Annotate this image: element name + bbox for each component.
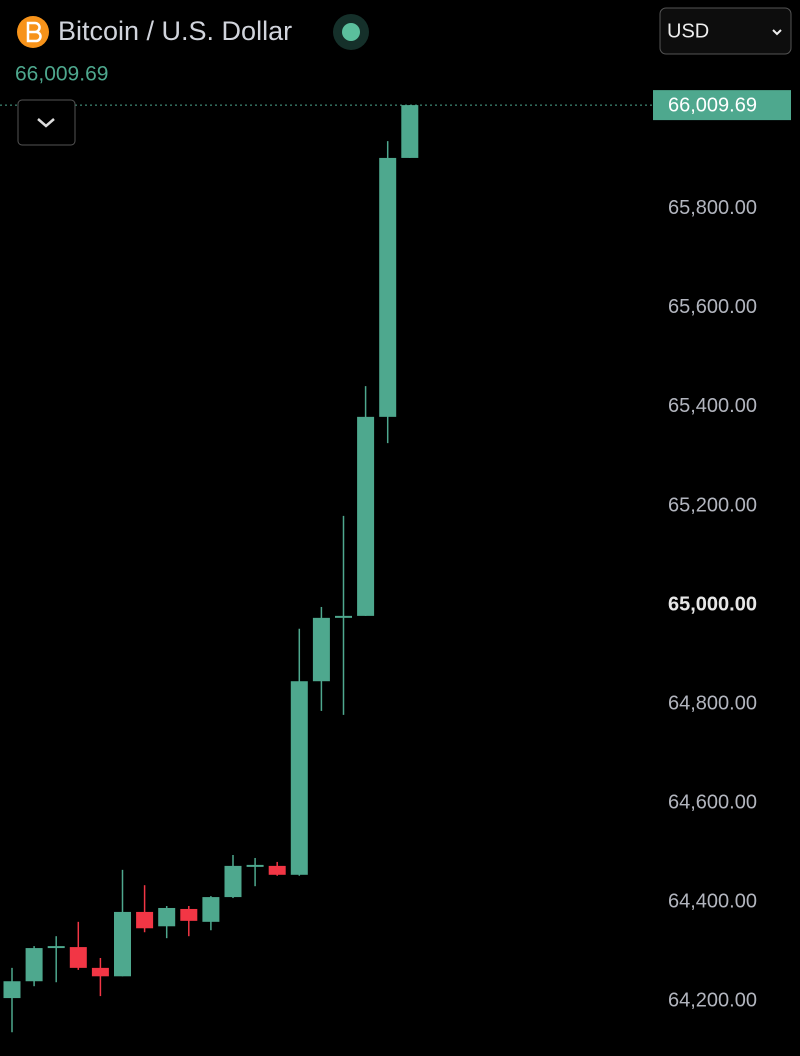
- candle-body: [47, 946, 65, 949]
- currency-label: USD: [667, 20, 709, 42]
- y-tick-label: 65,400.00: [668, 395, 757, 417]
- candle-body: [379, 157, 397, 417]
- candle-body: [69, 947, 87, 968]
- price-tag: [653, 90, 791, 121]
- candle-body: [114, 911, 131, 977]
- currency-dropdown[interactable]: [659, 7, 792, 55]
- price-tag-label: 66,009.69: [668, 94, 757, 116]
- candle-body: [268, 865, 286, 875]
- candle-body: [180, 908, 198, 921]
- candle-body: [3, 981, 21, 999]
- y-tick-label: 64,600.00: [668, 791, 757, 813]
- coin-glyph: [26, 21, 42, 43]
- y-tick-label: 64,400.00: [668, 890, 757, 912]
- header-price: 66,009.69: [15, 63, 108, 86]
- y-tick-label: 64,200.00: [668, 989, 757, 1011]
- y-tick-label: 64,800.00: [668, 692, 757, 714]
- candle-body: [246, 864, 264, 867]
- status-dot: [342, 23, 360, 41]
- plot-area: 64,200.00 64,400.00 64,600.00 64,800.00 65,0…: [0, 90, 791, 1033]
- candle-body: [312, 617, 330, 682]
- candle-body: [224, 865, 242, 898]
- candle-body: [158, 907, 176, 927]
- y-tick-label: 65,200.00: [668, 494, 757, 516]
- y-tick-label: 65,000.00: [668, 593, 757, 615]
- y-tick-label: 65,600.00: [668, 296, 757, 318]
- y-tick-label: 65,800.00: [668, 197, 757, 219]
- candle-body: [335, 615, 352, 618]
- candle-body: [136, 911, 154, 929]
- collapse-chevron: [37, 118, 55, 128]
- candle-body: [401, 105, 419, 158]
- candle-body: [202, 897, 220, 922]
- collapse-button[interactable]: [17, 99, 76, 146]
- candle-body: [290, 681, 308, 875]
- dropdown-chevron: [772, 29, 782, 36]
- candle-body: [91, 967, 109, 977]
- candle-body: [25, 948, 43, 982]
- chart-title: Bitcoin / U.S. Dollar: [58, 16, 292, 46]
- candle-body: [357, 416, 375, 616]
